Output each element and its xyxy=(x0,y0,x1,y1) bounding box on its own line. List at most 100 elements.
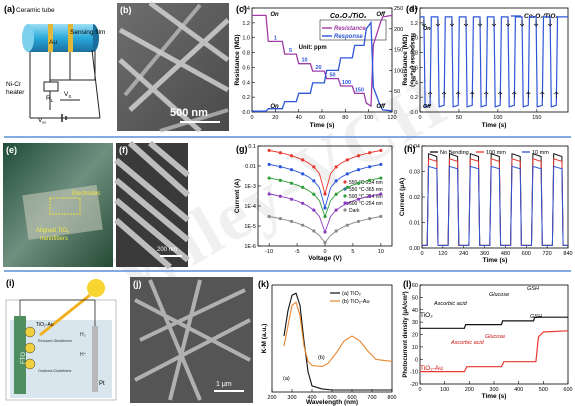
panel-f-scale: 200 nm xyxy=(157,247,177,253)
y-axis-label: Resistance (MΩ) xyxy=(402,34,409,85)
panel-a-label: (a) xyxy=(4,4,15,14)
y-tick-label: 1E-3 xyxy=(244,184,256,190)
on-arrow xyxy=(547,20,553,27)
panel-f-label: (f) xyxy=(119,145,128,155)
au-label: Au xyxy=(49,39,57,46)
on-arrow xyxy=(449,20,455,27)
x-tick-label: 720 xyxy=(543,251,552,257)
y-tick-label: 1.4 xyxy=(410,6,418,12)
panel-a: (a) Ceramic tube Au Sensing film Ni-Cr h… xyxy=(2,3,114,131)
l-glu1: Glucose xyxy=(489,292,509,298)
x-tick-label: 20 xyxy=(272,115,278,121)
y-tick-label: 1.2 xyxy=(410,21,418,27)
data-point xyxy=(345,185,349,189)
off-arrow xyxy=(554,91,559,98)
data-point xyxy=(323,192,327,196)
data-point xyxy=(356,197,361,201)
x-tick-label: 10 xyxy=(378,249,384,255)
data-point xyxy=(345,223,349,227)
legend-entry: (b) TiO₂-Au xyxy=(342,299,370,305)
x-axis-label: Wavelength (nm) xyxy=(306,399,358,406)
on-arrow xyxy=(505,20,511,27)
x-tick-label: 0 xyxy=(418,115,421,121)
chart-k: 200 300 400 500 600 700 800 Wavelength (nm) K-M … xyxy=(261,284,397,406)
l-tio2au: TiO₂-Au xyxy=(420,365,443,372)
legend-entry: Resistance xyxy=(334,26,366,32)
nanofibers-label: nanofibers xyxy=(40,236,68,242)
data-point xyxy=(356,154,361,158)
x-tick-label: 100 xyxy=(364,115,373,121)
off-arrow xyxy=(512,91,517,98)
y-tick-label: 1.4 xyxy=(242,6,250,12)
x-tick-label: 500 xyxy=(539,387,548,393)
x-tick-label: 700 xyxy=(367,395,376,401)
panel-d-label: (d) xyxy=(406,4,418,14)
off-label: Off xyxy=(376,104,386,110)
electrodes-label: Electrodes xyxy=(72,191,100,197)
panel-b-scale: 500 nm xyxy=(170,107,208,119)
y-tick-label: 0.6 xyxy=(410,65,418,71)
y-axis-label: Current (μA) xyxy=(399,178,406,216)
x-tick-label: 120 xyxy=(387,115,396,121)
x-tick-label: -10 xyxy=(265,249,273,255)
chart-c-title: Co₃O₄/TiO₂ xyxy=(330,13,367,20)
legend-swatch xyxy=(343,194,347,198)
y-tick-label: 60 xyxy=(412,283,418,289)
y-tick-label: 0.1 xyxy=(248,144,256,150)
legend-entry: (a) TiO₂ xyxy=(342,291,361,297)
legend-entry: 550 °C-365 nm xyxy=(349,187,383,193)
unit-note: Unit: ppm xyxy=(299,45,327,51)
off-arrow xyxy=(455,91,461,98)
series-resistance xyxy=(252,14,393,108)
data-point xyxy=(345,158,349,162)
panel-g-label: (g) xyxy=(236,144,248,154)
panel-b: (b) 500 nm xyxy=(117,0,230,133)
y-tick-label: 40 xyxy=(412,308,418,314)
x-tick-label: 120 xyxy=(438,251,447,257)
plot-frame xyxy=(421,145,569,249)
y-tick-label: 1.0 xyxy=(242,36,250,42)
data-point xyxy=(379,192,383,196)
x-tick-label: 100 xyxy=(493,115,502,121)
data-point xyxy=(368,165,372,169)
x-tick-label: 80 xyxy=(342,115,348,121)
on-arrow xyxy=(533,20,539,27)
data-point xyxy=(301,201,305,205)
panel-j-scale: 1 μm xyxy=(216,381,232,388)
y-tick-label: 10 xyxy=(412,345,418,351)
on-arrow xyxy=(421,20,427,27)
l-aa2: Ascorbic acid xyxy=(450,340,485,346)
y2-tick-label: 250 xyxy=(394,6,403,12)
legend-entry: Dark xyxy=(349,208,360,214)
on-label: On xyxy=(270,12,279,18)
data-point xyxy=(368,178,372,182)
y-tick-label: 0.00 xyxy=(409,246,420,252)
on-arrow xyxy=(477,20,483,27)
x-tick-label: 150 xyxy=(532,115,541,121)
panel-e-label: (e) xyxy=(6,145,17,155)
l-aa1: Ascorbic acid xyxy=(433,301,468,307)
x-axis-label: Time (s) xyxy=(310,122,335,129)
chart-h: 0 120 240 360 480 600 720 840 0.00 0.01 0.02 0.03 0.… xyxy=(399,144,573,264)
data-point xyxy=(312,179,316,183)
step-label: 5 xyxy=(289,48,292,54)
x-tick-label: 600 xyxy=(563,387,572,393)
y-tick-label: 0.8 xyxy=(410,51,418,57)
y-tick-label: 50 xyxy=(412,295,418,301)
reduced-gsh-label: Reduced-Glutathione xyxy=(38,339,72,343)
data-point xyxy=(267,214,271,219)
panel-l-label: (l) xyxy=(403,279,412,289)
data-point xyxy=(379,148,383,153)
data-point xyxy=(301,158,305,162)
x-tick-label: 840 xyxy=(563,251,572,257)
x-tick-label: 50 xyxy=(456,115,462,121)
rl-label: RL xyxy=(46,95,54,103)
legend-swatch xyxy=(343,208,347,212)
x-tick-label: 0 xyxy=(420,251,423,257)
data-point xyxy=(345,201,349,205)
x-tick-label: -5 xyxy=(295,249,300,255)
panel-h-label: (h) xyxy=(404,144,416,154)
l-gsh2: GSH xyxy=(530,314,542,320)
panel-j-label: (j) xyxy=(133,279,142,289)
